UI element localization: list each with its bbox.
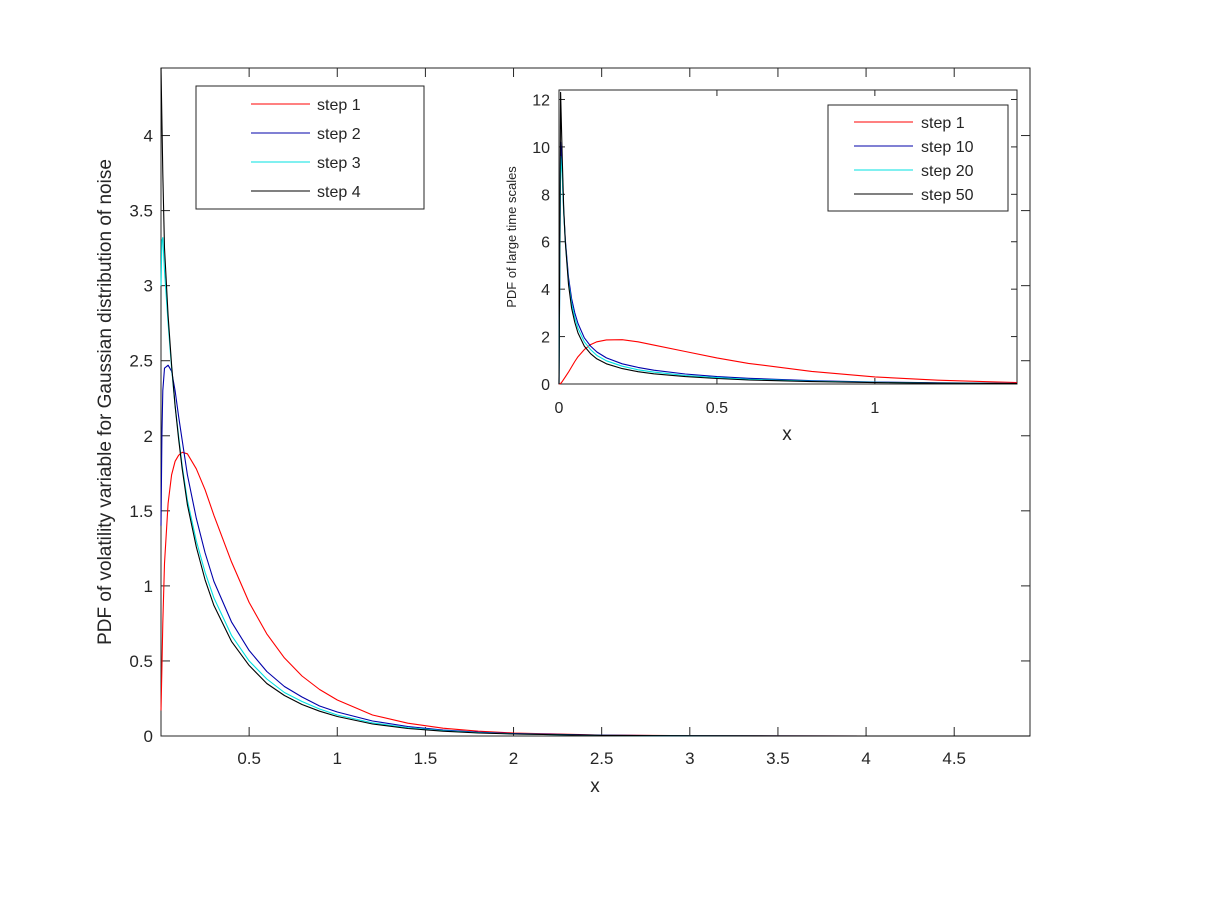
main-x-tick-label: 3.5 [766, 749, 790, 768]
main-x-tick-label: 2.5 [590, 749, 614, 768]
inset-legend-label: step 20 [921, 163, 974, 180]
inset-series-line-1 [558, 339, 1018, 385]
main-y-tick-label: 4 [144, 127, 153, 146]
inset-legend-label: step 10 [921, 139, 974, 156]
inset-series-line-4 [558, 91, 1018, 385]
inset-y-tick-label: 4 [541, 282, 550, 299]
inset-legend-label: step 1 [921, 115, 965, 132]
main-x-tick-label: 0.5 [237, 749, 261, 768]
main-x-tick-label: 3 [685, 749, 694, 768]
main-x-tick-label: 1.5 [414, 749, 438, 768]
inset-series-lines [558, 91, 1018, 385]
main-legend-label: step 3 [317, 155, 361, 172]
inset-y-axis-label: PDF of large time scales [504, 166, 519, 308]
inset-legend: step 1 step 10 step 20 step 50 [827, 104, 1009, 212]
main-x-tick-label: 4.5 [942, 749, 966, 768]
main-legend-label: step 4 [317, 184, 361, 201]
main-x-tick-label: 4 [861, 749, 870, 768]
main-x-axis-label: x [590, 776, 600, 797]
inset-x-tick-label: 1 [870, 400, 879, 417]
main-y-tick-label: 0 [144, 727, 153, 746]
main-y-tick-label: 2.5 [129, 352, 153, 371]
inset-x-tick-label: 0.5 [706, 400, 728, 417]
main-y-tick-label: 1 [144, 577, 153, 596]
main-x-tick-label: 2 [509, 749, 518, 768]
main-legend-label: step 2 [317, 126, 361, 143]
inset-y-tick-label: 12 [532, 92, 550, 109]
inset-y-tick-label: 2 [541, 330, 550, 347]
main-legend: step 1 step 2 step 3 step 4 [195, 85, 425, 210]
inset-y-tick-label: 10 [532, 140, 550, 157]
main-series-line-4 [160, 67, 1030, 737]
inset-x-tick-label: 0 [555, 400, 564, 417]
main-series-lines [160, 67, 1030, 737]
main-x-tick-label: 1 [333, 749, 342, 768]
main-y-tick-label: 3 [144, 277, 153, 296]
main-legend-box [195, 85, 425, 210]
inset-y-tick-label: 0 [541, 377, 550, 394]
main-y-tick-label: 2 [144, 427, 153, 446]
inset-x-axis-label: x [782, 424, 792, 445]
inset-y-tick-label: 8 [541, 187, 550, 204]
main-y-tick-label: 3.5 [129, 202, 153, 221]
main-legend-label: step 1 [317, 97, 361, 114]
main-y-tick-label: 0.5 [129, 652, 153, 671]
main-y-axis-label: PDF of volatility variable for Gaussian … [95, 159, 116, 645]
inset-legend-label: step 50 [921, 187, 974, 204]
main-axis-ticks: 0.5 1 1.5 2 2.5 3 3.5 4 4.5 0 0.5 1 1.5 2 2.5 3 3.5 4 [129, 68, 1030, 768]
main-y-tick-label: 1.5 [129, 502, 153, 521]
inset-legend-box [827, 104, 1009, 212]
inset-y-tick-label: 6 [541, 235, 550, 252]
